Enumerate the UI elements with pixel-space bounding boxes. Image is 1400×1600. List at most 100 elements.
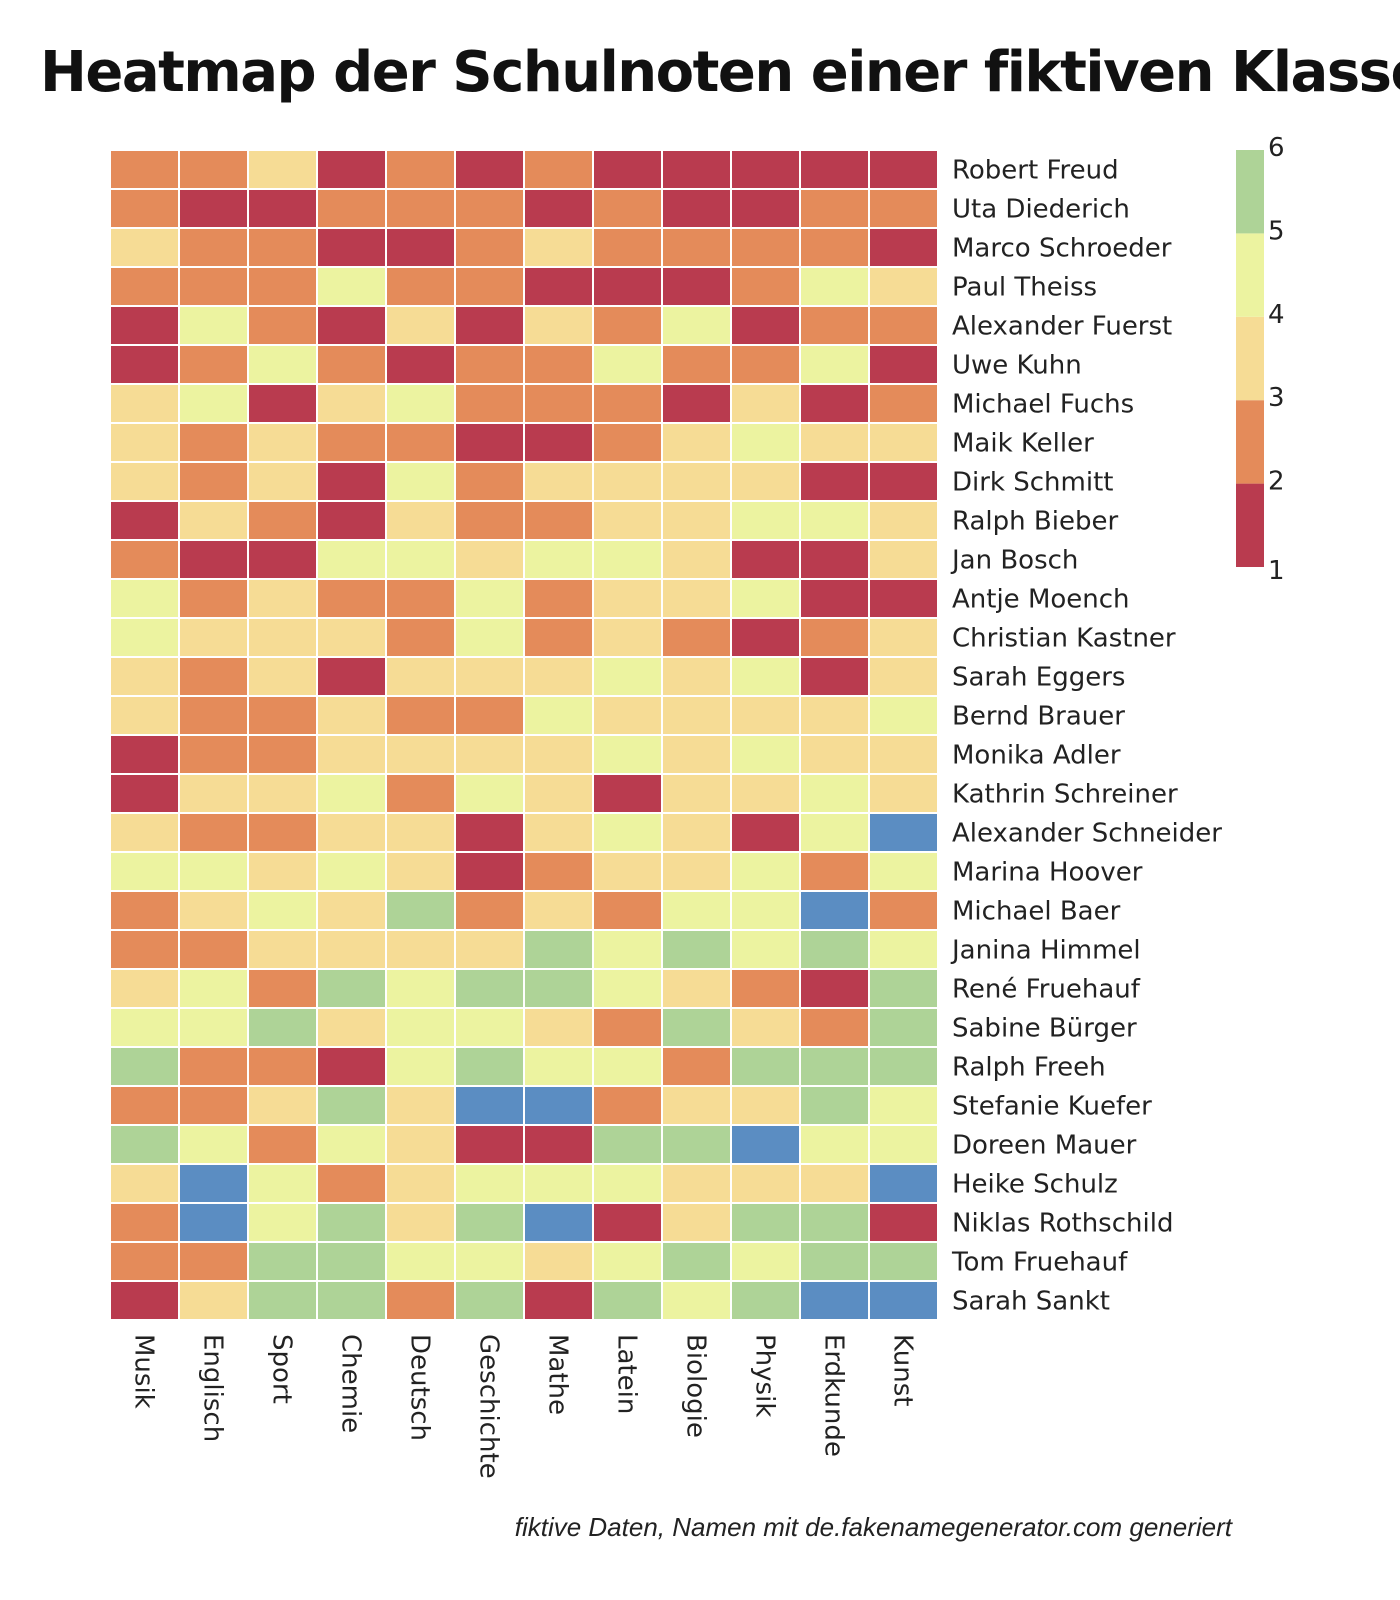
heatmap-cell bbox=[316, 422, 387, 463]
heatmap-cell bbox=[454, 968, 525, 1009]
heatmap-cell bbox=[109, 1280, 180, 1321]
heatmap-cell bbox=[799, 149, 870, 190]
heatmap-cell bbox=[592, 617, 663, 658]
legend-swatch bbox=[1236, 483, 1264, 567]
heatmap-cell bbox=[109, 422, 180, 463]
heatmap-cell bbox=[109, 1163, 180, 1204]
row-label: Antje Moench bbox=[952, 585, 1130, 615]
heatmap-cell bbox=[523, 500, 594, 541]
heatmap-cell bbox=[523, 1085, 594, 1126]
heatmap-cell bbox=[247, 578, 318, 619]
heatmap-cell bbox=[316, 929, 387, 970]
heatmap-cell bbox=[454, 1085, 525, 1126]
heatmap-cell bbox=[799, 1163, 870, 1204]
heatmap-cell bbox=[385, 422, 456, 463]
heatmap-cell bbox=[247, 812, 318, 853]
heatmap-cell bbox=[247, 851, 318, 892]
heatmap-cell bbox=[178, 1124, 249, 1165]
heatmap-cell bbox=[385, 1241, 456, 1282]
heatmap-cell bbox=[523, 1046, 594, 1087]
heatmap-cell bbox=[730, 500, 801, 541]
heatmap-cell bbox=[661, 1202, 732, 1243]
heatmap-cell bbox=[109, 1007, 180, 1048]
heatmap-cell bbox=[247, 266, 318, 307]
heatmap-cell bbox=[316, 1085, 387, 1126]
heatmap-cell bbox=[523, 773, 594, 814]
heatmap-cell bbox=[109, 773, 180, 814]
heatmap-cell bbox=[661, 1163, 732, 1204]
heatmap-cell bbox=[178, 500, 249, 541]
heatmap-cell bbox=[661, 617, 732, 658]
heatmap-cell bbox=[385, 1163, 456, 1204]
column-label: Physik bbox=[750, 1334, 780, 1417]
heatmap-cell bbox=[799, 266, 870, 307]
heatmap-cell bbox=[592, 695, 663, 736]
heatmap-cell bbox=[247, 305, 318, 346]
heatmap-cell bbox=[385, 500, 456, 541]
heatmap-cell bbox=[247, 227, 318, 268]
heatmap-cell bbox=[523, 851, 594, 892]
heatmap-cell bbox=[868, 539, 939, 580]
heatmap-cell bbox=[178, 929, 249, 970]
heatmap-cell bbox=[661, 1241, 732, 1282]
row-label: Paul Theiss bbox=[952, 273, 1097, 303]
heatmap-cell bbox=[592, 461, 663, 502]
heatmap-cell bbox=[109, 344, 180, 385]
heatmap-cell bbox=[316, 617, 387, 658]
heatmap-cell bbox=[523, 968, 594, 1009]
heatmap-cell bbox=[247, 656, 318, 697]
heatmap-cell bbox=[868, 266, 939, 307]
heatmap-cell bbox=[661, 227, 732, 268]
legend-tick-label: 2 bbox=[1268, 467, 1285, 497]
heatmap-cell bbox=[316, 344, 387, 385]
heatmap-cell bbox=[799, 734, 870, 775]
heatmap-cell bbox=[730, 305, 801, 346]
heatmap-cell bbox=[523, 734, 594, 775]
heatmap-cell bbox=[868, 149, 939, 190]
heatmap-cell bbox=[178, 266, 249, 307]
heatmap-cell bbox=[868, 461, 939, 502]
heatmap-cell bbox=[178, 1163, 249, 1204]
column-label: Sport bbox=[267, 1334, 297, 1404]
row-label: Robert Freud bbox=[952, 156, 1119, 186]
heatmap-cell bbox=[454, 461, 525, 502]
heatmap-cell bbox=[868, 617, 939, 658]
heatmap-cell bbox=[799, 1124, 870, 1165]
heatmap-cell bbox=[109, 578, 180, 619]
heatmap-cell bbox=[454, 617, 525, 658]
row-label: Alexander Fuerst bbox=[952, 312, 1172, 342]
heatmap-cell bbox=[868, 1280, 939, 1321]
heatmap-cell bbox=[247, 1046, 318, 1087]
heatmap-cell bbox=[178, 1085, 249, 1126]
heatmap-cell bbox=[109, 617, 180, 658]
heatmap-cell bbox=[523, 695, 594, 736]
heatmap-cell bbox=[799, 344, 870, 385]
heatmap-cell bbox=[661, 422, 732, 463]
heatmap-cell bbox=[730, 1124, 801, 1165]
row-label: Bernd Brauer bbox=[952, 702, 1125, 732]
heatmap-cell bbox=[178, 734, 249, 775]
heatmap-cell bbox=[730, 812, 801, 853]
heatmap-cell bbox=[868, 773, 939, 814]
heatmap-cell bbox=[868, 578, 939, 619]
heatmap-cell bbox=[454, 851, 525, 892]
column-label: Erdkunde bbox=[819, 1334, 849, 1457]
row-label: Monika Adler bbox=[952, 741, 1121, 771]
heatmap-cell bbox=[799, 422, 870, 463]
heatmap-cell bbox=[730, 1280, 801, 1321]
heatmap-cell bbox=[316, 1280, 387, 1321]
heatmap-cell bbox=[178, 851, 249, 892]
heatmap-cell bbox=[247, 1202, 318, 1243]
heatmap-cell bbox=[109, 305, 180, 346]
heatmap-cell bbox=[247, 695, 318, 736]
heatmap-cell bbox=[592, 968, 663, 1009]
heatmap-cell bbox=[178, 773, 249, 814]
heatmap-cell bbox=[523, 1124, 594, 1165]
heatmap-cell bbox=[109, 968, 180, 1009]
heatmap-cell bbox=[385, 734, 456, 775]
heatmap-cell bbox=[385, 1202, 456, 1243]
heatmap-cell bbox=[868, 188, 939, 229]
heatmap-cell bbox=[454, 1163, 525, 1204]
heatmap-cell bbox=[799, 188, 870, 229]
heatmap-cells bbox=[109, 149, 939, 1321]
